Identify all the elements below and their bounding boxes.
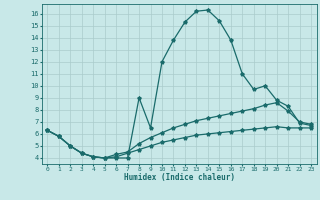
X-axis label: Humidex (Indice chaleur): Humidex (Indice chaleur) [124, 173, 235, 182]
